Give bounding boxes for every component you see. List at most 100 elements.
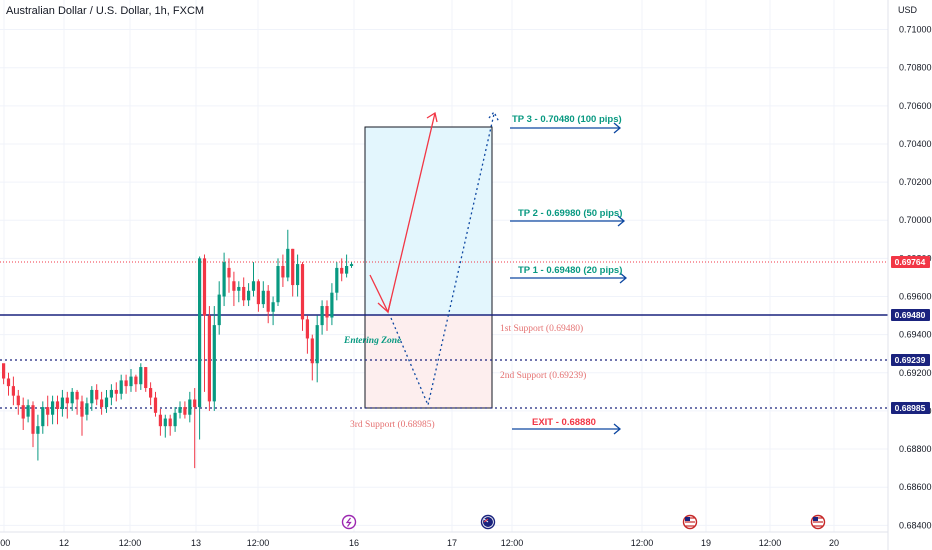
candle-body [55, 401, 60, 410]
time-tick-label: 20 [829, 538, 839, 548]
currency-label: USD [898, 5, 918, 15]
flag-canton [685, 517, 690, 521]
price-tick-label: 0.69400 [899, 330, 932, 340]
time-tick-label: :00 [0, 538, 10, 548]
candle-body [65, 397, 69, 404]
candle-body [217, 294, 221, 326]
candle-body [291, 248, 295, 286]
candle-body [227, 267, 231, 278]
time-tick-label: 12:00 [501, 538, 524, 548]
candle-body [104, 397, 109, 408]
candle-body [232, 281, 236, 291]
time-tick-label: 17 [447, 538, 457, 548]
candle-body [242, 286, 246, 301]
flag-canton [813, 517, 818, 521]
candlestick-series [2, 229, 354, 469]
time-tick-label: 12:00 [119, 538, 142, 548]
time-tick-label: 12:00 [631, 538, 654, 548]
candle-body [60, 397, 64, 410]
candle-body [300, 264, 305, 320]
price-tick-label: 0.70600 [899, 101, 932, 111]
tp3-arrow [510, 122, 622, 134]
candle-body [251, 281, 256, 291]
candle-body [100, 399, 104, 408]
candle-body [188, 399, 192, 415]
candle-body [183, 407, 187, 415]
candle-body [222, 262, 226, 297]
candle-body [70, 391, 74, 404]
candle-body [178, 407, 182, 413]
candle-body [114, 389, 118, 394]
tp1-arrow [510, 272, 628, 284]
candle-body [139, 367, 143, 385]
lightning-bolt [345, 517, 352, 527]
time-axis[interactable]: :00 12 12:00 13 12:00 16 17 12:00 12:00 19 12:00 20 [0, 538, 839, 548]
price-tag-bg [891, 309, 930, 321]
price-axis[interactable]: 0.71000 0.70800 0.70600 0.70400 0.70200 0.700… [899, 25, 932, 531]
candle-body [168, 418, 172, 427]
time-tick-label: 19 [701, 538, 711, 548]
tp3-label: TP 3 - 0.70480 (100 pips) [512, 114, 622, 125]
price-tick-label: 0.70400 [899, 139, 932, 149]
price-tick-label: 0.68600 [899, 482, 932, 492]
candle-body [207, 315, 211, 402]
candle-body [158, 414, 162, 427]
candle-body [31, 405, 35, 434]
price-tick-label: 0.68800 [899, 444, 932, 454]
price-tag: 0.69480 [895, 310, 926, 320]
price-tag: 0.69764 [895, 257, 926, 267]
time-tick-label: 12:00 [247, 538, 270, 548]
flag-cross [483, 518, 489, 523]
candle-body [173, 412, 177, 427]
candle-body [6, 378, 11, 387]
candle-body [305, 319, 309, 339]
projection-up-arrow [369, 111, 438, 314]
candle-body [36, 426, 40, 434]
price-tag: 0.69239 [895, 355, 926, 365]
price-tick-label: 0.69600 [899, 292, 932, 302]
candle-body [46, 407, 50, 415]
exit-arrow [512, 423, 622, 435]
event-markers[interactable] [341, 514, 826, 530]
candle-body [41, 407, 45, 427]
candle-body [149, 388, 153, 398]
exit-label: EXIT - 0.68880 [532, 417, 596, 428]
candle-body [310, 338, 314, 364]
candle-body [85, 403, 89, 415]
candle-body [95, 389, 99, 400]
candle-body [163, 418, 167, 427]
candle-body [286, 248, 290, 278]
time-tick-label: 12 [59, 538, 69, 548]
candle-body [144, 367, 148, 389]
candle-body [2, 363, 6, 379]
price-tag: 0.68985 [895, 403, 926, 413]
candle-body [75, 391, 79, 400]
candle-body [109, 389, 113, 398]
price-tick-label: 0.70200 [899, 177, 932, 187]
candle-body [276, 266, 280, 303]
price-tag-bg [891, 402, 930, 414]
projection-dotted-path [390, 110, 500, 408]
tp1-label: TP 1 - 0.69480 (20 pips) [518, 265, 622, 276]
time-tick-label: 13 [191, 538, 201, 548]
time-tick-label: 12:00 [759, 538, 782, 548]
candle-body [315, 325, 319, 364]
candle-body [26, 405, 30, 417]
price-tags: 0.69764 0.69480 0.69239 0.68985 [891, 256, 930, 414]
candle-body [212, 325, 216, 402]
candle-body [261, 290, 265, 305]
symbol-title[interactable]: Australian Dollar / U.S. Dollar, 1h, FXC… [6, 5, 205, 17]
candle-body [202, 258, 207, 316]
candle-body [193, 399, 197, 408]
price-tick-label: 0.70000 [899, 215, 932, 225]
price-tick-label: 0.71000 [899, 25, 932, 35]
candle-body [11, 386, 15, 396]
candle-body [129, 376, 133, 387]
candle-body [90, 389, 94, 404]
candle-body [198, 258, 202, 408]
candle-body [256, 281, 260, 305]
candle-body [271, 302, 275, 312]
candle-body [124, 380, 128, 387]
candle-body [51, 401, 55, 415]
